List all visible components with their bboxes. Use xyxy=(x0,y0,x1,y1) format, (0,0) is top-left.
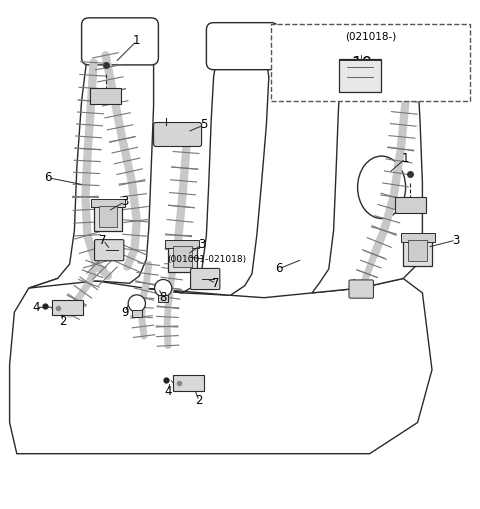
FancyBboxPatch shape xyxy=(206,23,278,70)
Polygon shape xyxy=(312,53,422,293)
Bar xyxy=(408,240,427,261)
Bar xyxy=(132,310,142,317)
Text: 1: 1 xyxy=(402,152,409,165)
Text: 10: 10 xyxy=(350,55,372,73)
FancyBboxPatch shape xyxy=(403,235,432,266)
Polygon shape xyxy=(10,278,432,454)
FancyBboxPatch shape xyxy=(191,268,220,290)
Text: 6: 6 xyxy=(275,263,282,275)
Text: 8: 8 xyxy=(159,291,167,304)
FancyBboxPatch shape xyxy=(95,240,124,261)
Text: 6: 6 xyxy=(44,171,52,184)
Circle shape xyxy=(128,295,145,312)
FancyBboxPatch shape xyxy=(338,59,381,92)
Text: 7: 7 xyxy=(99,234,107,246)
FancyBboxPatch shape xyxy=(82,18,158,65)
Text: 4: 4 xyxy=(32,301,40,314)
Text: 4: 4 xyxy=(164,385,172,398)
FancyBboxPatch shape xyxy=(395,197,426,213)
Text: 2: 2 xyxy=(195,394,203,407)
Bar xyxy=(99,206,118,227)
Text: 3: 3 xyxy=(452,234,460,246)
Bar xyxy=(158,295,168,301)
Bar xyxy=(91,199,125,208)
Bar xyxy=(271,24,470,101)
Text: 2: 2 xyxy=(59,315,66,328)
Polygon shape xyxy=(29,46,154,288)
Text: (001001-021018): (001001-021018) xyxy=(167,255,246,264)
Text: 1: 1 xyxy=(133,35,141,47)
FancyBboxPatch shape xyxy=(154,123,202,147)
Bar xyxy=(165,240,200,248)
Text: (021018-): (021018-) xyxy=(345,31,396,41)
FancyBboxPatch shape xyxy=(173,376,204,391)
FancyBboxPatch shape xyxy=(349,280,373,298)
Text: 9: 9 xyxy=(121,305,129,319)
Bar xyxy=(400,234,435,242)
Text: 5: 5 xyxy=(200,119,208,131)
Circle shape xyxy=(155,279,172,297)
Ellipse shape xyxy=(358,156,406,218)
FancyBboxPatch shape xyxy=(90,88,121,104)
Text: 3: 3 xyxy=(198,238,205,251)
FancyBboxPatch shape xyxy=(94,201,122,232)
FancyBboxPatch shape xyxy=(52,300,83,316)
Bar xyxy=(173,246,192,267)
Text: 3: 3 xyxy=(121,195,129,208)
Polygon shape xyxy=(144,53,269,295)
Text: 7: 7 xyxy=(212,277,220,290)
FancyBboxPatch shape xyxy=(168,242,197,272)
